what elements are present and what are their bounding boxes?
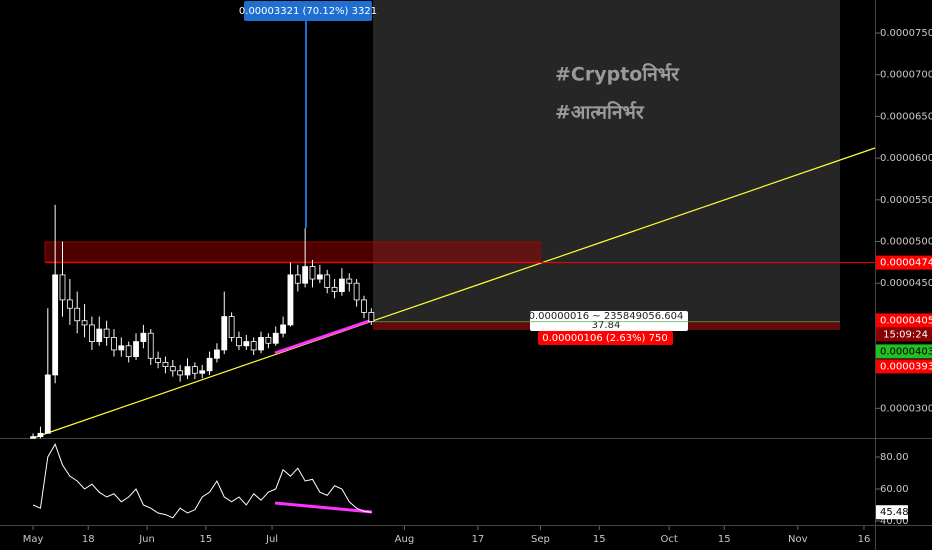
rsi-tick-label: 80.00 — [880, 452, 909, 463]
candle-body — [96, 328, 103, 342]
x-tick-label: 18 — [82, 534, 95, 545]
candle-body — [346, 278, 353, 284]
price-label-box — [876, 344, 932, 359]
resistance-zone — [44, 241, 541, 263]
candle-body — [353, 282, 360, 301]
candle-body — [30, 436, 36, 439]
candle-body — [44, 374, 51, 434]
candle-body — [324, 274, 331, 288]
tooltip-text: 0.00003321 (70.12%) 3321 — [239, 6, 377, 17]
x-tick-label: 17 — [472, 534, 485, 545]
candle-body — [52, 274, 59, 376]
candle-body — [339, 278, 345, 292]
candle-body — [140, 332, 147, 342]
candle-body — [74, 307, 81, 322]
price-label-box — [876, 313, 932, 328]
candle-body — [191, 366, 198, 374]
countdown-box — [876, 327, 932, 342]
candle-body — [199, 370, 206, 374]
divergence-line — [274, 318, 373, 355]
rsi-line — [32, 442, 372, 519]
candle-body — [228, 316, 235, 338]
candle-body — [169, 366, 176, 372]
x-tick-label: Oct — [660, 534, 677, 545]
candle-body — [66, 299, 73, 309]
measure-text: 0.00000106 (2.63%) 750 — [542, 333, 667, 344]
candle-body — [331, 286, 338, 292]
candle-body — [162, 362, 169, 368]
candle-body — [89, 324, 95, 342]
candle-body — [368, 312, 375, 322]
price-label-box — [876, 359, 932, 374]
price-label: 0.00004054 — [880, 315, 932, 326]
measure-text: 37.84 — [592, 320, 621, 331]
shaded-range — [373, 0, 840, 330]
candle-body — [243, 341, 250, 347]
candle-body — [184, 366, 191, 376]
x-tick-label: May — [23, 534, 44, 545]
measure-text: 0.00000016 ~ 235849056.604 — [529, 311, 684, 322]
x-tick-label: 16 — [858, 534, 871, 545]
candle-body — [236, 337, 242, 347]
price-label-box — [876, 255, 932, 270]
rsi-tick-label: 40.00 — [880, 516, 909, 527]
candle-body — [103, 328, 110, 338]
candle-body — [133, 341, 139, 358]
candle-body — [118, 345, 125, 351]
candle-body — [316, 274, 323, 280]
candle-body — [280, 324, 286, 334]
countdown: 15:09:24 — [883, 329, 928, 340]
candle-body — [111, 337, 117, 351]
candle-body — [37, 432, 44, 438]
rsi-last-label: 45.48 — [880, 507, 909, 518]
tooltip-box — [244, 1, 372, 21]
candle-body — [125, 345, 132, 358]
candle-body — [214, 349, 220, 359]
trendline — [32, 147, 876, 439]
x-tick-label: Aug — [395, 534, 415, 545]
candle-body — [155, 357, 161, 363]
candle-body — [302, 266, 309, 284]
price-label: 0.00004747 — [880, 258, 932, 269]
candle-body — [272, 332, 279, 344]
price-label: 0.00003932 — [880, 361, 932, 372]
candle-body — [287, 274, 294, 326]
candle-body — [177, 370, 184, 376]
x-tick-label: Jul — [265, 534, 278, 545]
x-tick-label: 15 — [200, 534, 213, 545]
price-label: 0.00004038 — [880, 346, 932, 357]
rsi-divergence-line — [274, 501, 373, 514]
rsi-tick-label: 60.00 — [880, 484, 909, 495]
candle-body — [59, 274, 66, 301]
candle-body — [258, 337, 264, 351]
candle-body — [294, 274, 301, 284]
candle-body — [309, 266, 316, 280]
candle-body — [361, 299, 367, 313]
annotation: #आत्मनिर्भर — [555, 101, 645, 124]
x-tick-label: Nov — [788, 534, 808, 545]
candle-body — [147, 332, 154, 359]
y-tick-label: 0.00003000 — [880, 403, 932, 414]
candle-body — [206, 357, 213, 372]
x-tick-label: Sep — [531, 534, 550, 545]
candle-body — [81, 320, 88, 326]
candle-body — [250, 341, 257, 351]
measure-box-red — [538, 331, 673, 345]
rsi-last-box — [876, 505, 908, 520]
candle-body — [221, 316, 228, 351]
x-tick-label: Jun — [138, 534, 155, 545]
measure-box — [530, 311, 688, 331]
annotation: #Cryptoनिर्भर — [555, 63, 680, 86]
x-tick-label: 15 — [593, 534, 606, 545]
x-tick-label: 15 — [718, 534, 731, 545]
candle-body — [265, 337, 272, 344]
